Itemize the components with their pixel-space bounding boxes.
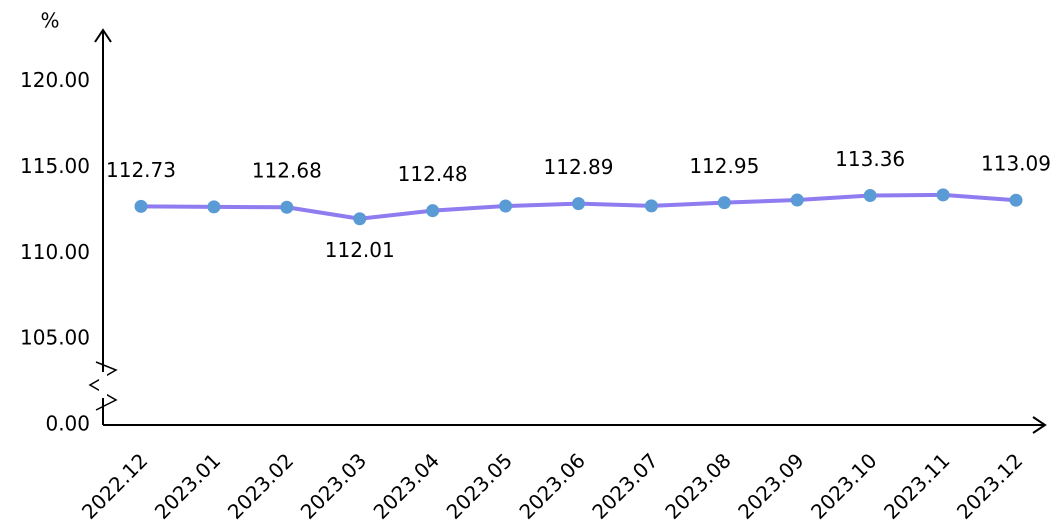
x-tick-label: 2023.10 [806,448,881,523]
y-axis [94,28,112,425]
data-label: 113.09 [981,152,1051,176]
point [572,197,585,211]
point [863,189,877,203]
data-label: 112.68 [252,159,322,183]
y-tick-label: 105.00 [20,326,90,350]
point [280,200,294,214]
point [353,212,367,226]
data-label: 112.95 [689,154,759,178]
data-label: 112.89 [544,155,614,179]
x-tick-label: 2023.06 [514,448,589,523]
point [207,200,221,214]
x-tick-label: 2023.09 [733,448,808,523]
x-tick-label: 2023.11 [879,448,954,523]
x-tick-label: 2023.08 [660,448,735,523]
y-tick-label: 120.00 [20,68,90,92]
axis-break-gap [99,372,107,398]
x-tick-label: 2022.12 [77,448,152,523]
x-tick-label: 2023.05 [442,448,517,523]
x-tick-label: 2023.01 [150,448,225,523]
y-axis-label: % [40,9,59,33]
point [644,199,658,213]
x-axis [103,416,1047,434]
y-tick-label: 0.00 [45,412,90,436]
x-tick-label: 2023.12 [952,448,1027,523]
x-tick-label: 2023.04 [369,448,444,523]
data-label: 113.36 [835,147,905,171]
y-tick-label: 110.00 [20,240,90,264]
point [426,204,440,218]
point [134,199,148,213]
y-tick-label: 115.00 [20,154,90,178]
x-tick-label: 2023.07 [587,448,662,523]
point [1009,193,1023,207]
data-label: 112.01 [325,238,395,262]
point [499,199,513,213]
data-label: 112.73 [106,158,176,182]
axis-break [88,361,118,411]
point [717,196,731,210]
x-tick-label: 2023.02 [223,448,298,523]
x-tick-label: 2023.03 [296,448,371,523]
point [936,188,950,202]
data-label: 112.48 [398,162,468,186]
point [790,193,804,207]
